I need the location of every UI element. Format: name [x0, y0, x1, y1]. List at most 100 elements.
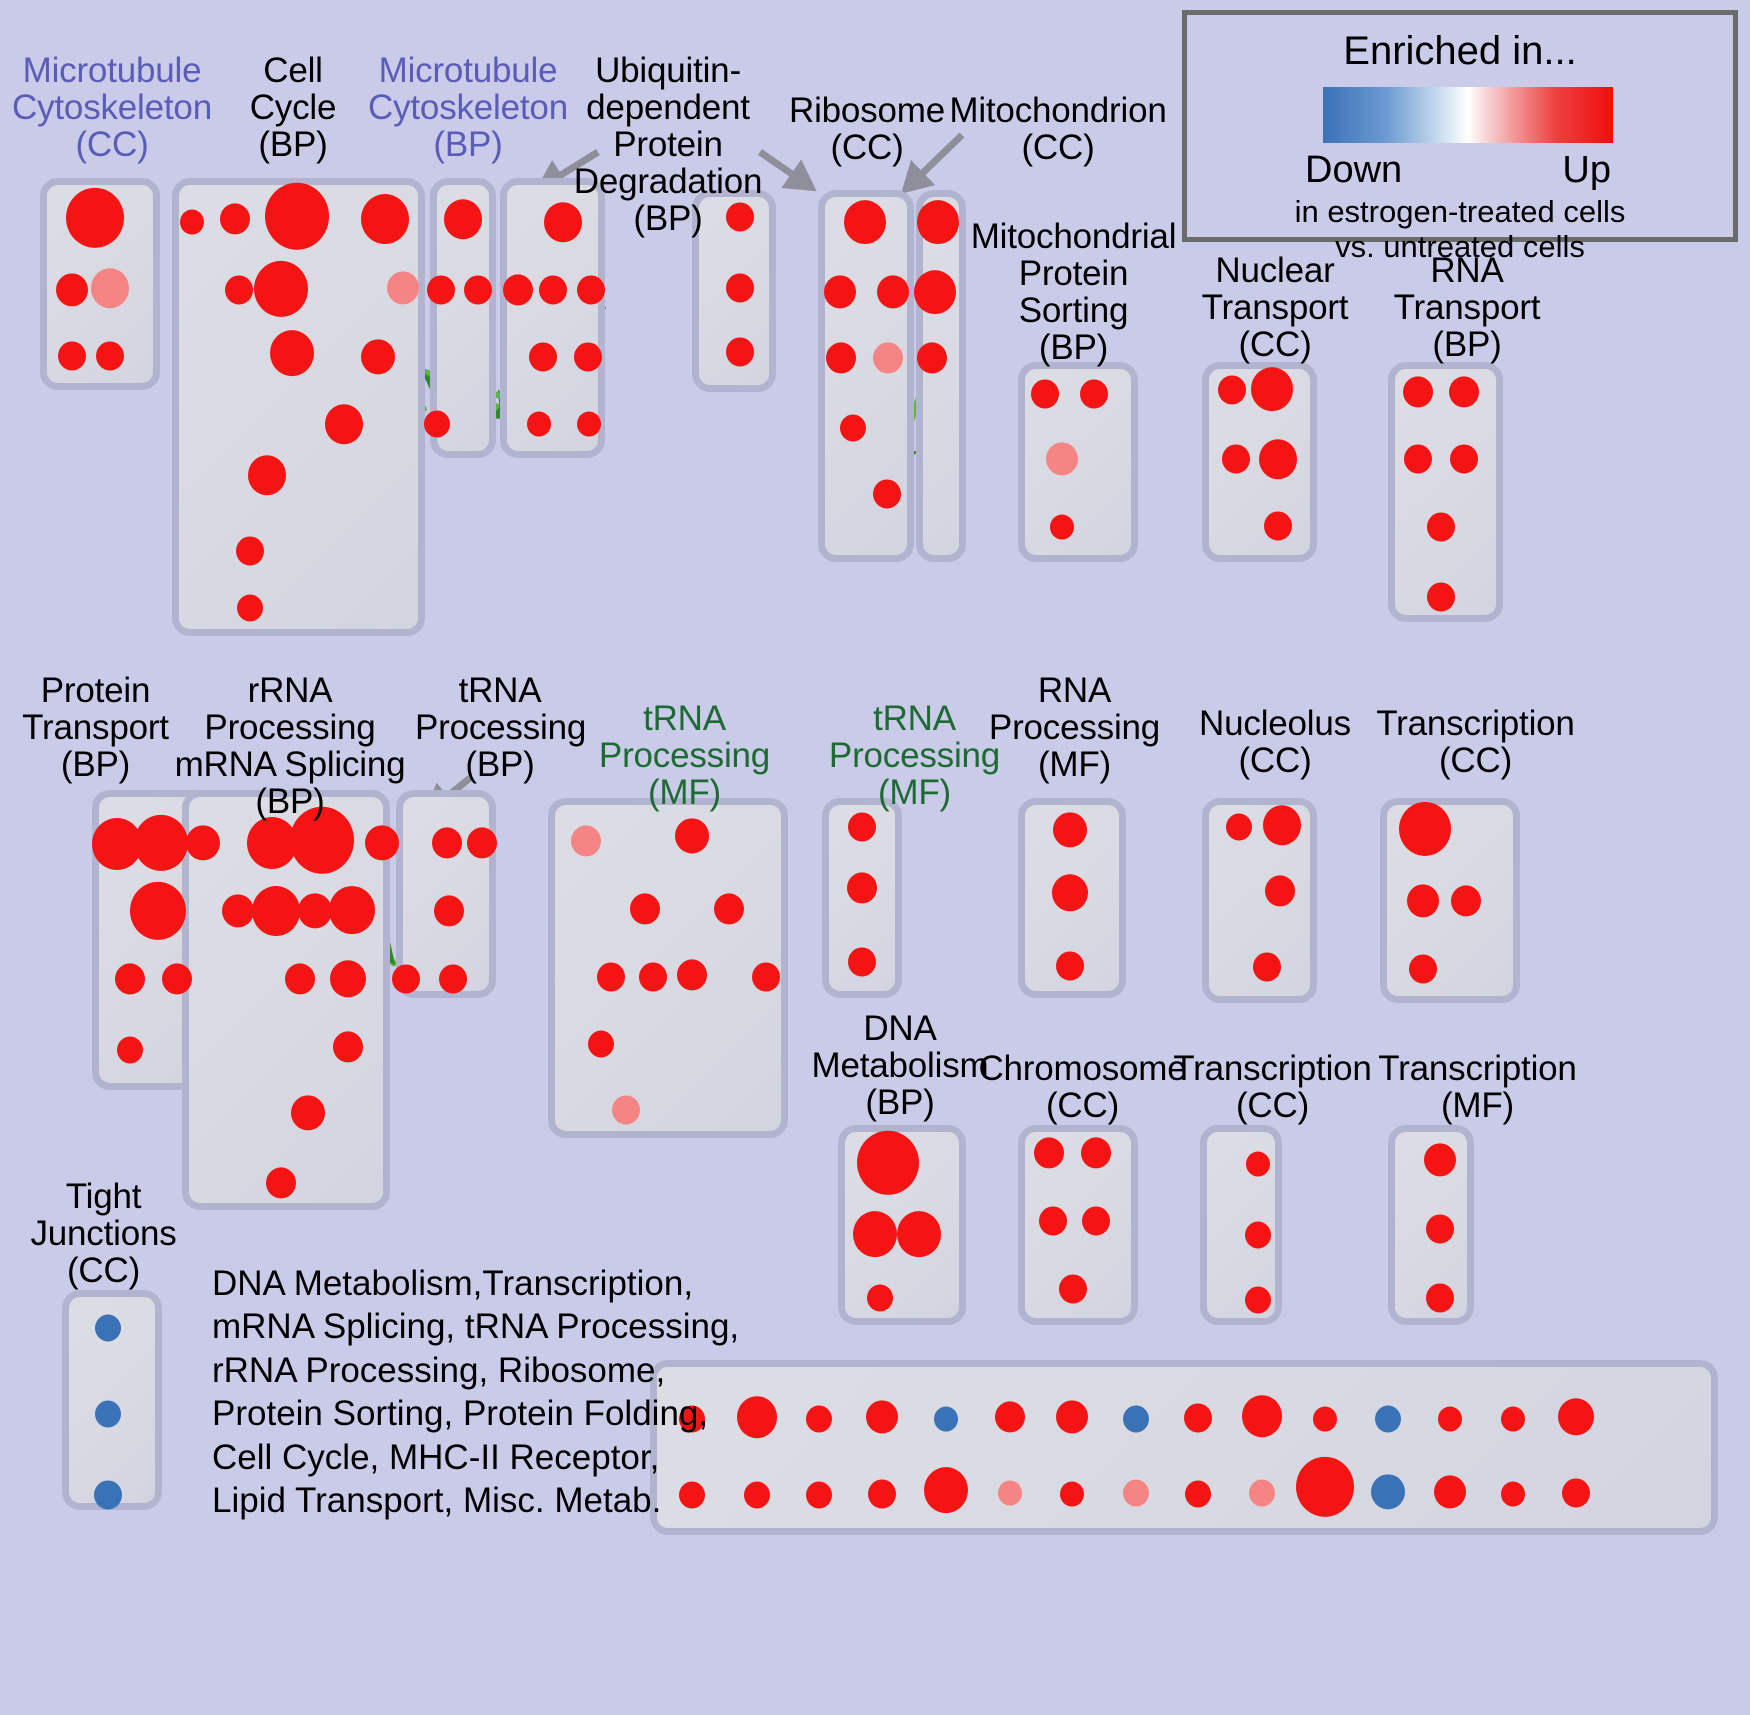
- gene-node[interactable]: [298, 893, 332, 929]
- gene-node[interactable]: [679, 1481, 705, 1509]
- gene-node[interactable]: [237, 594, 263, 622]
- gene-node[interactable]: [847, 872, 877, 904]
- gene-node[interactable]: [1050, 514, 1074, 540]
- gene-node[interactable]: [222, 894, 254, 928]
- gene-node[interactable]: [744, 1481, 770, 1509]
- gene-node[interactable]: [917, 200, 959, 244]
- gene-node[interactable]: [236, 536, 264, 566]
- gene-node[interactable]: [877, 275, 909, 309]
- gene-node[interactable]: [1375, 1405, 1401, 1433]
- gene-node[interactable]: [1249, 1479, 1275, 1507]
- gene-node[interactable]: [897, 1211, 941, 1257]
- gene-node[interactable]: [1060, 1481, 1084, 1507]
- gene-node[interactable]: [1253, 952, 1281, 982]
- gene-node[interactable]: [1562, 1478, 1590, 1508]
- gene-node[interactable]: [539, 275, 567, 305]
- gene-node[interactable]: [639, 962, 667, 992]
- gene-node[interactable]: [857, 1130, 919, 1196]
- gene-node[interactable]: [270, 330, 314, 376]
- gene-node[interactable]: [1426, 1214, 1454, 1244]
- gene-node[interactable]: [1123, 1405, 1149, 1433]
- gene-node[interactable]: [1185, 1480, 1211, 1508]
- gene-node[interactable]: [1031, 379, 1059, 409]
- gene-node[interactable]: [220, 203, 250, 235]
- gene-node[interactable]: [527, 411, 551, 437]
- gene-node[interactable]: [1451, 885, 1481, 917]
- gene-node[interactable]: [1222, 444, 1250, 474]
- gene-node[interactable]: [1080, 379, 1108, 409]
- gene-node[interactable]: [434, 895, 464, 927]
- gene-node[interactable]: [848, 947, 876, 977]
- gene-node[interactable]: [577, 411, 601, 437]
- gene-node[interactable]: [1046, 442, 1078, 476]
- gene-node[interactable]: [1081, 1137, 1111, 1169]
- gene-node[interactable]: [544, 202, 582, 242]
- gene-node[interactable]: [914, 270, 956, 314]
- gene-node[interactable]: [677, 959, 707, 991]
- gene-node[interactable]: [806, 1481, 832, 1509]
- gene-node[interactable]: [330, 960, 366, 998]
- gene-node[interactable]: [853, 1211, 897, 1257]
- gene-node[interactable]: [186, 825, 220, 861]
- gene-node[interactable]: [467, 827, 497, 859]
- gene-node[interactable]: [867, 1284, 893, 1312]
- gene-node[interactable]: [824, 275, 856, 309]
- gene-node[interactable]: [432, 827, 462, 859]
- gene-node[interactable]: [597, 962, 625, 992]
- gene-node[interactable]: [844, 200, 886, 244]
- gene-node[interactable]: [66, 187, 124, 249]
- gene-node[interactable]: [1123, 1479, 1149, 1507]
- gene-node[interactable]: [117, 1036, 143, 1064]
- gene-node[interactable]: [1501, 1481, 1525, 1507]
- gene-node[interactable]: [1424, 1143, 1456, 1177]
- gene-node[interactable]: [612, 1095, 640, 1125]
- gene-node[interactable]: [866, 1400, 898, 1434]
- gene-node[interactable]: [873, 479, 901, 509]
- gene-node[interactable]: [995, 1401, 1025, 1433]
- gene-node[interactable]: [934, 1406, 958, 1432]
- gene-node[interactable]: [630, 893, 660, 925]
- gene-node[interactable]: [95, 1314, 121, 1342]
- gene-node[interactable]: [387, 271, 419, 305]
- gene-node[interactable]: [1409, 954, 1437, 984]
- gene-node[interactable]: [1059, 1274, 1087, 1304]
- gene-node[interactable]: [737, 1396, 777, 1438]
- gene-node[interactable]: [92, 818, 142, 870]
- gene-node[interactable]: [1056, 1400, 1088, 1434]
- gene-node[interactable]: [1404, 444, 1432, 474]
- gene-node[interactable]: [94, 1480, 122, 1510]
- gene-node[interactable]: [1245, 1286, 1271, 1314]
- gene-node[interactable]: [806, 1405, 832, 1433]
- gene-node[interactable]: [95, 1400, 121, 1428]
- gene-node[interactable]: [840, 414, 866, 442]
- gene-node[interactable]: [1246, 1151, 1270, 1177]
- gene-node[interactable]: [290, 806, 354, 874]
- gene-node[interactable]: [848, 812, 876, 842]
- gene-node[interactable]: [265, 182, 329, 250]
- gene-node[interactable]: [1427, 512, 1455, 542]
- gene-node[interactable]: [679, 1405, 705, 1433]
- gene-node[interactable]: [333, 1031, 363, 1063]
- gene-node[interactable]: [726, 337, 754, 367]
- gene-node[interactable]: [365, 825, 399, 861]
- gene-node[interactable]: [424, 410, 450, 438]
- gene-node[interactable]: [1426, 1283, 1454, 1313]
- gene-node[interactable]: [1434, 1475, 1466, 1509]
- gene-node[interactable]: [252, 886, 300, 936]
- gene-node[interactable]: [1265, 875, 1295, 907]
- gene-node[interactable]: [1226, 813, 1252, 841]
- gene-node[interactable]: [225, 275, 253, 305]
- gene-node[interactable]: [1242, 1395, 1282, 1437]
- gene-node[interactable]: [1403, 376, 1433, 408]
- gene-node[interactable]: [266, 1167, 296, 1199]
- gene-node[interactable]: [1052, 874, 1088, 912]
- gene-node[interactable]: [1407, 884, 1439, 918]
- gene-node[interactable]: [325, 404, 363, 444]
- gene-node[interactable]: [130, 881, 186, 941]
- gene-node[interactable]: [1053, 812, 1087, 848]
- gene-node[interactable]: [868, 1479, 896, 1509]
- gene-node[interactable]: [571, 825, 601, 857]
- gene-node[interactable]: [254, 260, 308, 318]
- gene-node[interactable]: [1450, 444, 1478, 474]
- gene-node[interactable]: [826, 342, 856, 374]
